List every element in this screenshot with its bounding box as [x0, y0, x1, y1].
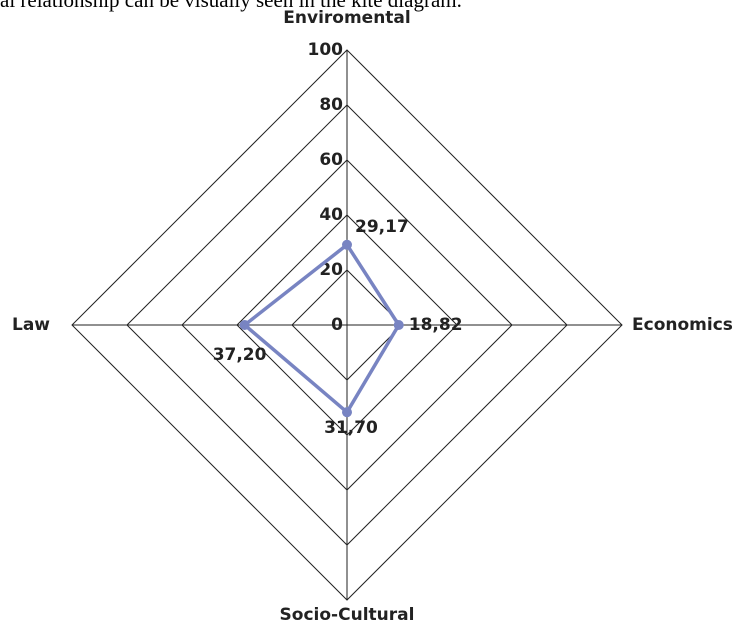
category-label: Enviromental: [283, 8, 410, 28]
caption: al relationship can be visually seen in …: [0, 0, 462, 12]
r-tick-label: 80: [319, 95, 343, 115]
category-label: Socio-Cultural: [280, 605, 415, 625]
data-point: [342, 407, 352, 418]
r-tick-label: 40: [319, 205, 343, 225]
data-point: [239, 320, 250, 330]
data-label: 18,82: [409, 315, 463, 335]
category-label: Economics: [632, 315, 733, 335]
data-label: 31,70: [324, 418, 378, 438]
r-tick-label: 20: [319, 260, 343, 280]
category-label: Law: [12, 315, 50, 335]
data-label: 37,20: [213, 345, 267, 365]
r-tick-label: 60: [319, 150, 343, 170]
data-point: [393, 320, 404, 330]
r-tick-label: 100: [308, 40, 344, 60]
data-point: [342, 239, 352, 250]
r-tick-label: 0: [331, 315, 343, 335]
data-label: 29,17: [355, 217, 409, 237]
